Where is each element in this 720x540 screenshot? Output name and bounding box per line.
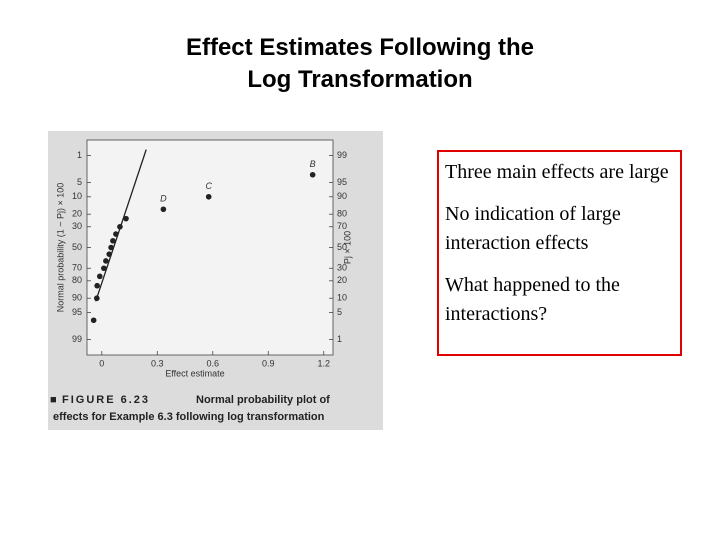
point (103, 258, 109, 264)
caption: Normal probability plot of (196, 394, 330, 406)
bullet: What happened to the interactions? (445, 274, 620, 325)
title-line: Log Transformation (247, 66, 473, 93)
bullet: No indication of large interaction effec… (445, 203, 621, 254)
x-tick-label: 0 (99, 358, 104, 368)
y-tick-label: 80 (72, 275, 82, 285)
point (96, 273, 103, 280)
y-tick-label: 90 (72, 293, 82, 303)
y-tick-label: 20 (72, 209, 82, 219)
point (94, 295, 100, 302)
y2-tick-label: 80 (337, 209, 347, 219)
plot-frame (86, 139, 334, 356)
y-tick-label: 30 (72, 221, 82, 231)
y2-tick-label: 1 (337, 334, 342, 344)
y2-tick-label: 95 (337, 177, 347, 187)
y2-axis-label: Pj × 100 (342, 231, 352, 264)
text-box: Three main effects are large No indicati… (437, 150, 682, 356)
chart: ■ FIGURE 6.23 Normal probability plot of… (50, 139, 352, 423)
point (106, 251, 112, 257)
y-tick-label: 5 (77, 177, 82, 187)
y2-tick-label: 99 (337, 150, 347, 160)
y2-tick-label: 10 (337, 293, 347, 303)
y-tick-label: 50 (72, 242, 82, 252)
caption-bullet: ■ (50, 394, 57, 406)
y2-tick-label: 70 (337, 221, 347, 231)
point-label: C (205, 181, 212, 191)
title-line: Effect Estimates Following the (185, 34, 535, 61)
x-tick-label: 1.2 (317, 358, 330, 368)
y-tick-label: 10 (72, 191, 82, 201)
y-axis-label: Normal probability (1 − Pj) × 100 (55, 183, 65, 313)
y-tick-label: 1 (77, 150, 82, 160)
y2-tick-label: 50 (337, 242, 347, 252)
point-label: D (160, 194, 167, 204)
y2-tick-label: 90 (337, 191, 347, 201)
x-tick-label: 0.6 (207, 358, 220, 368)
point (90, 317, 97, 324)
slide-title: Effect Estimates Following the Log Trans… (60, 32, 660, 96)
point (108, 244, 114, 251)
x-tick-label: 0.3 (151, 358, 164, 368)
y-tick-label: 70 (72, 263, 82, 273)
point (110, 238, 116, 244)
point (123, 215, 129, 222)
figure-number: FIGURE 6.23 (62, 394, 150, 406)
y2-tick-label: 30 (337, 263, 347, 273)
point (117, 223, 123, 230)
point (113, 231, 119, 237)
bullet: Three main effects are large (445, 161, 669, 183)
y2-tick-label: 5 (337, 307, 342, 317)
x-axis-label: Effect estimate (165, 368, 224, 378)
x-tick-label: 0.9 (262, 358, 275, 368)
point-label: B (310, 159, 316, 169)
y-tick-label: 99 (72, 334, 82, 344)
figure: ■ FIGURE 6.23 Normal probability plot of… (48, 131, 383, 430)
point (94, 282, 100, 289)
point (160, 206, 167, 213)
point (101, 265, 107, 272)
y-tick-label: 95 (72, 307, 82, 317)
caption: effects for Example 6.3 following log tr… (53, 411, 325, 423)
point (205, 193, 212, 200)
y2-tick-label: 20 (337, 275, 347, 285)
point (309, 171, 316, 178)
